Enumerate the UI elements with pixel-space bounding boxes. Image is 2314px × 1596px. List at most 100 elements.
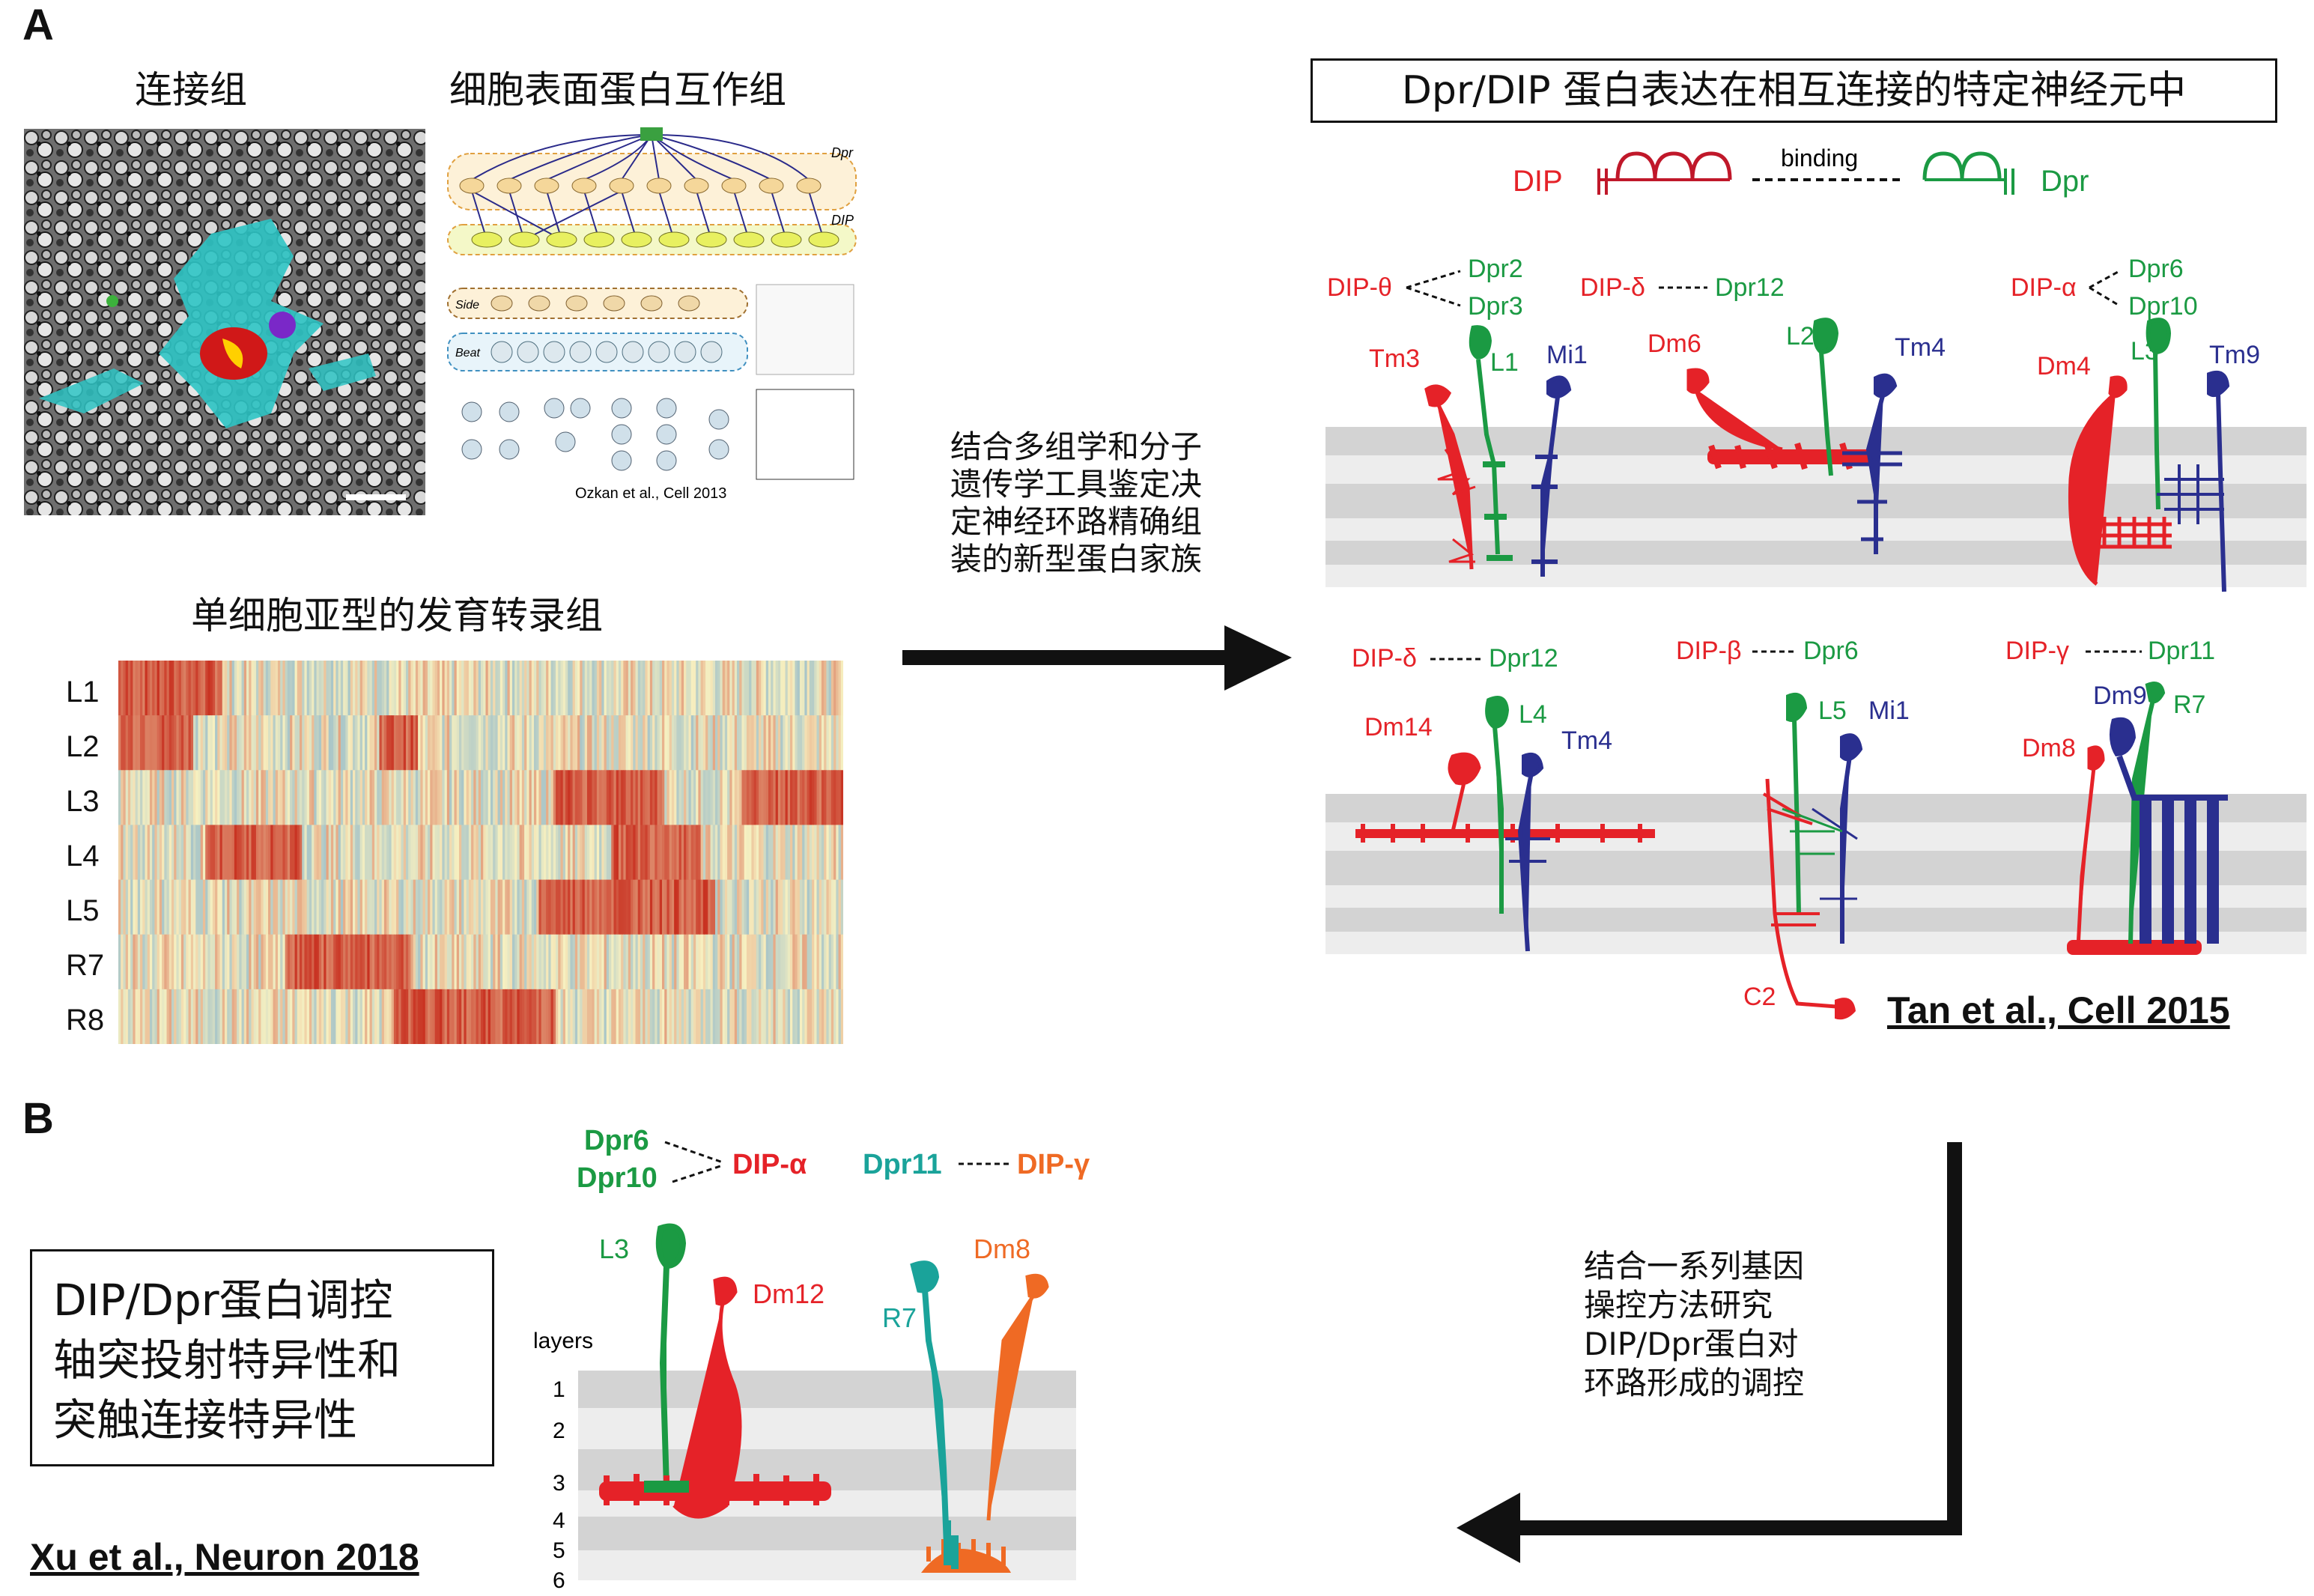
heatmap-cell xyxy=(840,989,843,1044)
heatmap-cell xyxy=(350,989,353,1044)
heatmap-cell xyxy=(297,770,300,826)
heatmap-cell xyxy=(690,715,694,771)
heatmap-cell xyxy=(290,879,293,935)
heatmap-cell xyxy=(449,661,452,716)
heatmap-cell xyxy=(239,825,243,881)
heatmap-cell xyxy=(347,879,351,935)
heatmap-cell xyxy=(430,989,434,1044)
heatmap-cell xyxy=(681,715,684,771)
heatmap-cell xyxy=(497,989,501,1044)
heatmap-cell xyxy=(464,934,467,990)
heatmap-cell xyxy=(599,715,602,771)
heatmap-cell xyxy=(574,770,578,826)
heatmap-cell xyxy=(526,879,530,935)
heatmap-cell xyxy=(159,661,163,716)
heatmap-cell xyxy=(413,989,416,1044)
heatmap-cell xyxy=(237,934,240,990)
heatmap-cell xyxy=(464,770,467,826)
heatmap-cell xyxy=(836,770,839,826)
heatmap-cell xyxy=(253,770,257,826)
heatmap-cell xyxy=(488,825,491,881)
heatmap-cell xyxy=(674,770,677,826)
heatmap-cell xyxy=(643,661,646,716)
heatmap-cell xyxy=(521,989,525,1044)
heatmap-cell xyxy=(147,825,151,881)
heatmap-cell xyxy=(280,989,284,1044)
heatmap-cell xyxy=(795,770,798,826)
heatmap-cell xyxy=(712,770,716,826)
heatmap-cell xyxy=(558,825,562,881)
heatmap-cell xyxy=(371,715,375,771)
heatmap-cell xyxy=(251,825,255,881)
heatmap-cell xyxy=(550,989,554,1044)
heatmap-cell xyxy=(473,934,477,990)
heatmap-cell xyxy=(231,825,235,881)
heatmap-cell xyxy=(804,934,808,990)
heatmap-cell xyxy=(744,715,747,771)
heatmap-cell xyxy=(234,770,237,826)
heatmap-cell xyxy=(543,825,547,881)
heatmap-cell xyxy=(127,715,131,771)
heatmap-cell xyxy=(669,989,672,1044)
heatmap-cell xyxy=(408,825,412,881)
heatmap-cell xyxy=(628,825,631,881)
heatmap-cell xyxy=(640,661,643,716)
heatmap-cell xyxy=(302,770,306,826)
heatmap-cell xyxy=(403,770,407,826)
heatmap-cell xyxy=(335,770,339,826)
heatmap-cell xyxy=(287,825,291,881)
heatmap-cell xyxy=(493,879,496,935)
heatmap-cell xyxy=(324,770,327,826)
heatmap-cell xyxy=(405,879,409,935)
heatmap-cell xyxy=(452,715,455,771)
heatmap-cell xyxy=(365,661,368,716)
heatmap-cell xyxy=(623,715,627,771)
heatmap-cell xyxy=(154,661,158,716)
heatmap-cell xyxy=(324,989,327,1044)
heatmap-cell xyxy=(446,770,450,826)
heatmap-cell xyxy=(490,770,494,826)
heatmap-cell xyxy=(418,770,421,826)
heatmap-cell xyxy=(277,770,281,826)
heatmap-cell xyxy=(763,661,767,716)
heatmap-cell xyxy=(840,661,843,716)
heatmap-cell xyxy=(550,770,554,826)
circuit-1-blue-label: Mi1 xyxy=(1546,341,1588,369)
heatmap-cell xyxy=(596,989,600,1044)
heatmap-cell xyxy=(391,715,395,771)
arrow-a-line: 定神经环路精确组 xyxy=(950,503,1202,540)
heatmap-cell xyxy=(664,934,668,990)
heatmap-cell xyxy=(359,879,363,935)
heatmap-cell xyxy=(708,661,711,716)
heatmap-cell xyxy=(586,661,590,716)
heatmap-cell xyxy=(253,715,257,771)
side-group-label: Side xyxy=(455,299,479,312)
heatmap-cell xyxy=(251,715,255,771)
heatmap-cell xyxy=(664,879,668,935)
heatmap-cell xyxy=(359,989,363,1044)
heatmap-cell xyxy=(582,989,586,1044)
heatmap-cell xyxy=(714,661,718,716)
circuit-6-red-label: Dm8 xyxy=(2022,734,2076,762)
heatmap-cell xyxy=(763,879,767,935)
heatmap-cell xyxy=(277,715,281,771)
heatmap-cell xyxy=(207,879,211,935)
heatmap-cell xyxy=(625,661,629,716)
heatmap-cell xyxy=(732,825,735,881)
circuit-5-blue-label: Mi1 xyxy=(1868,697,1910,725)
heatmap-cell xyxy=(746,661,750,716)
heatmap-cell xyxy=(493,661,496,716)
heatmap-cell xyxy=(297,661,300,716)
heatmap-cell xyxy=(403,879,407,935)
heatmap-cell xyxy=(355,770,359,826)
heatmap-cell xyxy=(795,879,798,935)
heatmap-cell xyxy=(490,989,494,1044)
heatmap-cell xyxy=(836,989,839,1044)
heatmap-cell xyxy=(517,934,520,990)
heatmap-cell xyxy=(746,770,750,826)
heatmap-cell xyxy=(640,879,643,935)
heatmap-cell xyxy=(621,661,624,716)
heatmap-cell xyxy=(306,934,310,990)
heatmap-cell xyxy=(212,934,216,990)
heatmap-cell xyxy=(582,661,586,716)
